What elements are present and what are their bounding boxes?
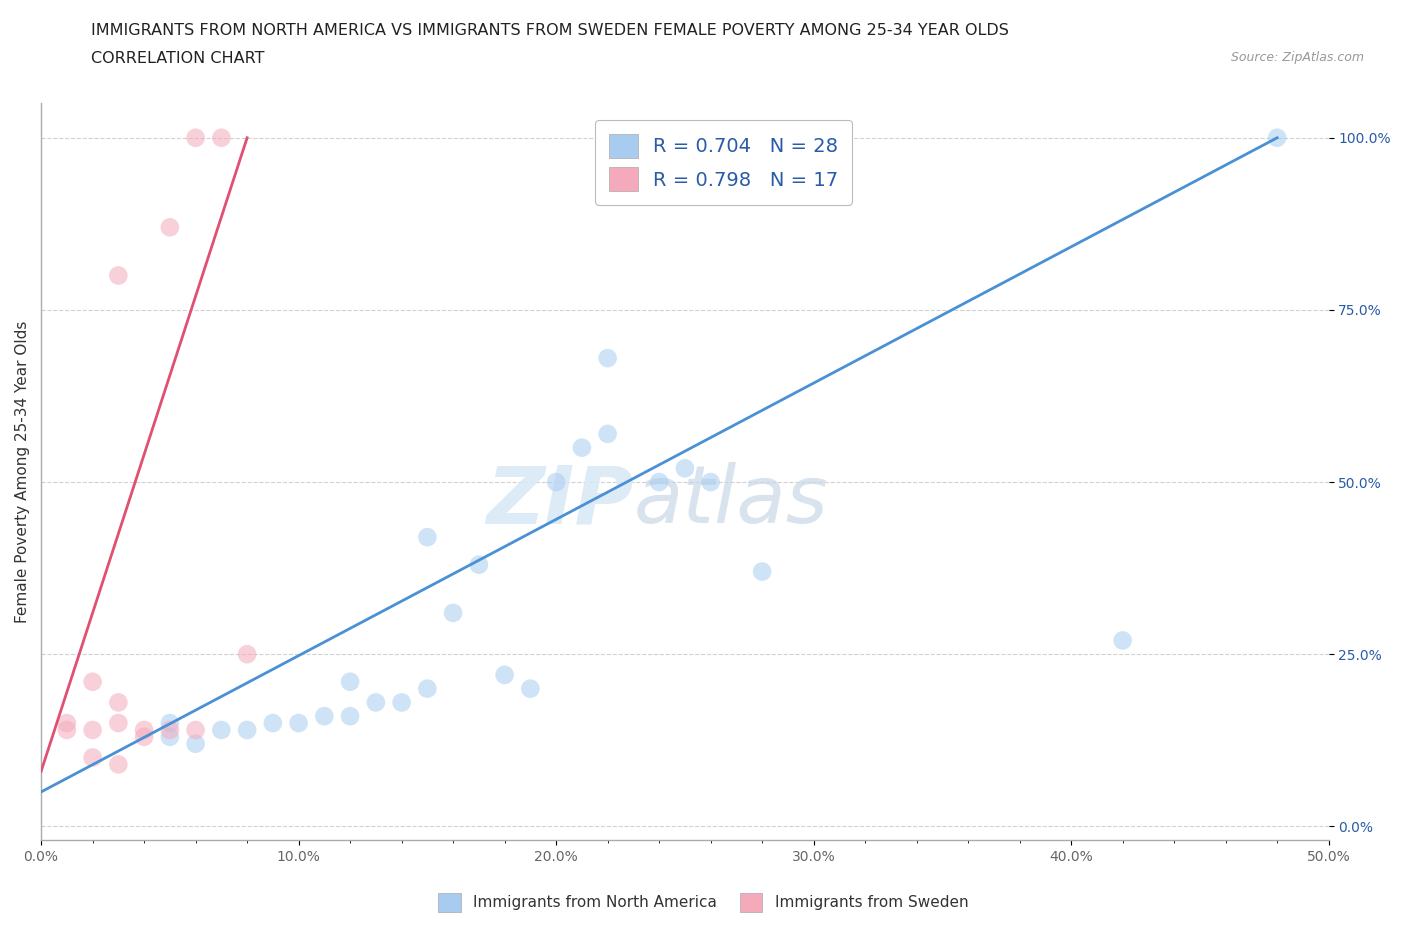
Text: atlas: atlas xyxy=(633,462,828,540)
Point xyxy=(262,715,284,730)
Point xyxy=(107,695,129,710)
Point xyxy=(132,723,155,737)
Point xyxy=(314,709,336,724)
Point xyxy=(82,723,104,737)
Point xyxy=(107,757,129,772)
Point xyxy=(184,130,207,145)
Point xyxy=(56,723,79,737)
Point xyxy=(82,751,104,765)
Point xyxy=(159,715,181,730)
Point xyxy=(339,709,361,724)
Point xyxy=(184,737,207,751)
Point xyxy=(699,474,721,489)
Point xyxy=(107,268,129,283)
Point xyxy=(159,729,181,744)
Point xyxy=(416,530,439,545)
Point xyxy=(441,605,464,620)
Point xyxy=(391,695,413,710)
Point xyxy=(287,715,309,730)
Point xyxy=(673,461,696,476)
Point xyxy=(364,695,387,710)
Point xyxy=(132,729,155,744)
Point xyxy=(494,668,516,683)
Text: ZIP: ZIP xyxy=(486,462,633,540)
Point xyxy=(82,674,104,689)
Point xyxy=(107,715,129,730)
Point xyxy=(751,565,773,579)
Point xyxy=(1265,130,1288,145)
Point xyxy=(416,681,439,696)
Point xyxy=(648,474,671,489)
Legend: R = 0.704   N = 28, R = 0.798   N = 17: R = 0.704 N = 28, R = 0.798 N = 17 xyxy=(595,121,852,205)
Point xyxy=(184,723,207,737)
Point xyxy=(596,427,619,442)
Text: CORRELATION CHART: CORRELATION CHART xyxy=(91,51,264,66)
Point xyxy=(339,674,361,689)
Point xyxy=(159,219,181,234)
Point xyxy=(468,557,491,572)
Point xyxy=(236,646,259,661)
Legend: Immigrants from North America, Immigrants from Sweden: Immigrants from North America, Immigrant… xyxy=(432,887,974,918)
Point xyxy=(546,474,568,489)
Point xyxy=(209,130,232,145)
Point xyxy=(236,723,259,737)
Text: Source: ZipAtlas.com: Source: ZipAtlas.com xyxy=(1230,51,1364,64)
Point xyxy=(159,723,181,737)
Point xyxy=(56,715,79,730)
Point xyxy=(1111,633,1133,648)
Y-axis label: Female Poverty Among 25-34 Year Olds: Female Poverty Among 25-34 Year Olds xyxy=(15,321,30,623)
Point xyxy=(209,723,232,737)
Point xyxy=(571,440,593,455)
Text: IMMIGRANTS FROM NORTH AMERICA VS IMMIGRANTS FROM SWEDEN FEMALE POVERTY AMONG 25-: IMMIGRANTS FROM NORTH AMERICA VS IMMIGRA… xyxy=(91,23,1010,38)
Point xyxy=(519,681,541,696)
Point xyxy=(596,351,619,365)
